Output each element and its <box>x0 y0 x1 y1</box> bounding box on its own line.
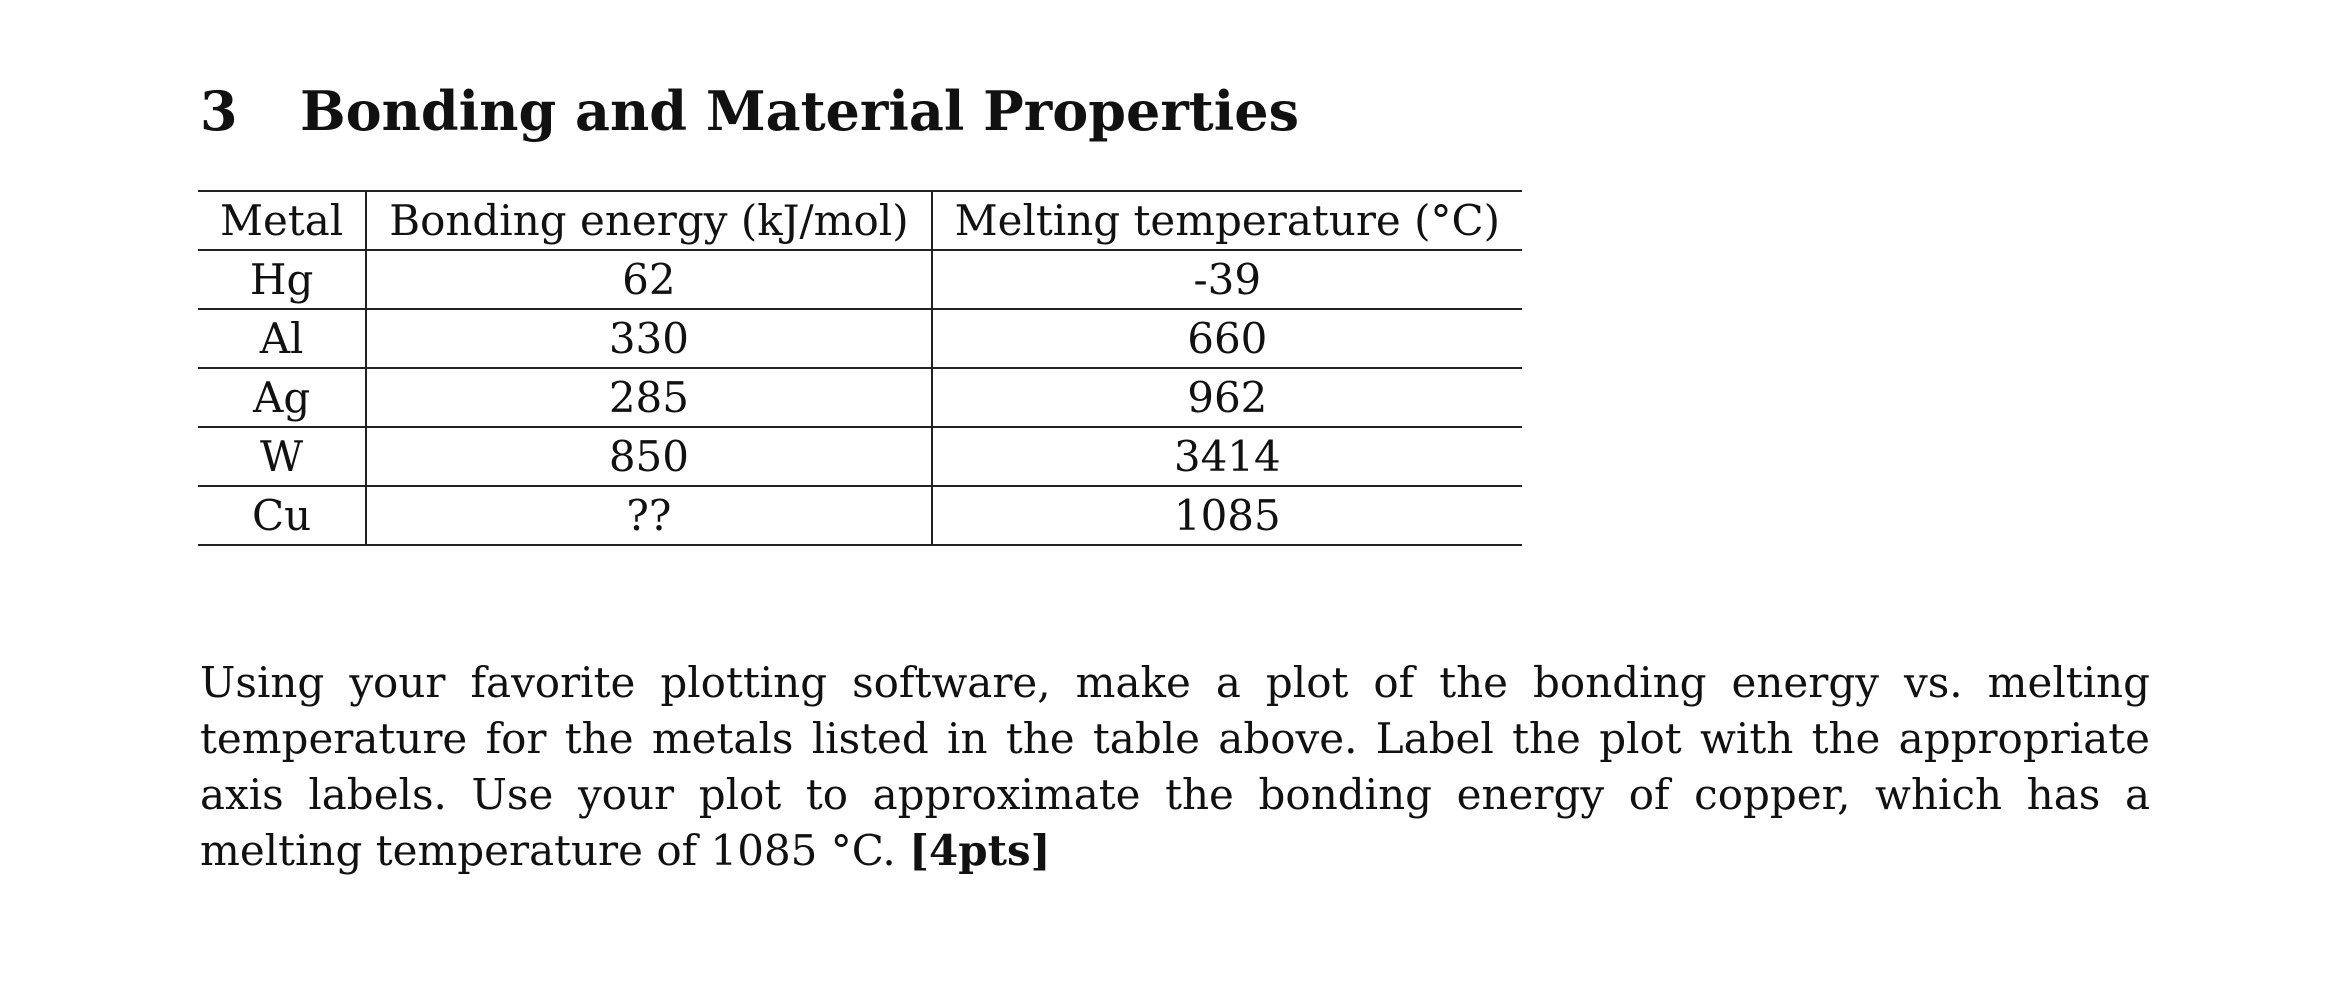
cell-melting-temperature: 962 <box>930 367 1523 428</box>
cell-bonding-energy: 62 <box>365 249 932 310</box>
cell-metal: Al <box>198 308 367 369</box>
table-header-row: Metal Bonding energy (kJ/mol) Melting te… <box>198 190 1523 251</box>
question-text: Using your favorite plotting software, m… <box>200 658 2150 875</box>
cell-metal: Hg <box>198 249 367 310</box>
table-row: Ag 285 962 <box>198 367 1523 428</box>
table-row: Hg 62 -39 <box>198 249 1523 310</box>
cell-melting-temperature: -39 <box>930 249 1523 310</box>
cell-melting-temperature: 1085 <box>930 485 1523 546</box>
section-heading: 3 Bonding and Material Properties <box>200 78 1299 144</box>
cell-bonding-energy: ?? <box>365 485 932 546</box>
metal-properties-table: Metal Bonding energy (kJ/mol) Melting te… <box>198 190 1523 546</box>
section-title: Bonding and Material Properties <box>300 79 1299 143</box>
header-bonding-energy: Bonding energy (kJ/mol) <box>365 190 932 251</box>
table-row: W 850 3414 <box>198 426 1523 487</box>
points-label: [4pts] <box>909 826 1051 875</box>
table-row: Cu ?? 1085 <box>198 485 1523 546</box>
cell-metal: Ag <box>198 367 367 428</box>
cell-bonding-energy: 850 <box>365 426 932 487</box>
cell-bonding-energy: 285 <box>365 367 932 428</box>
cell-metal: Cu <box>198 485 367 546</box>
question-paragraph: Using your favorite plotting software, m… <box>200 655 2150 879</box>
cell-bonding-energy: 330 <box>365 308 932 369</box>
cell-melting-temperature: 3414 <box>930 426 1523 487</box>
section-number: 3 <box>200 79 238 143</box>
header-melting-temperature: Melting temperature (°C) <box>930 190 1523 251</box>
cell-melting-temperature: 660 <box>930 308 1523 369</box>
header-metal: Metal <box>198 190 367 251</box>
table-row: Al 330 660 <box>198 308 1523 369</box>
cell-metal: W <box>198 426 367 487</box>
